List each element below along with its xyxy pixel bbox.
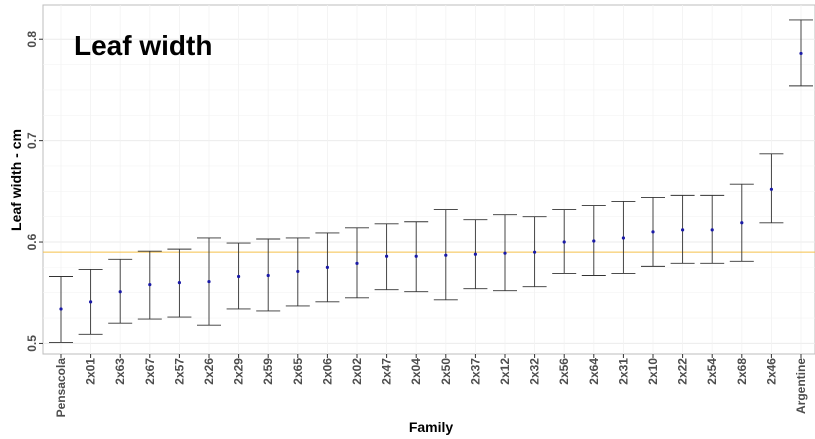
x-tick-label: 2x46	[764, 358, 778, 385]
mean-point-2x54	[710, 228, 714, 232]
y-tick-label: 0.6	[25, 233, 39, 250]
x-tick-label: 2x12	[498, 358, 512, 385]
chart-title: Leaf width	[74, 30, 212, 61]
x-tick-label: 2x67	[143, 358, 157, 385]
y-axis-ticks: 0.5 0.6 0.7 0.8	[25, 31, 43, 352]
mean-point-2x65	[296, 269, 300, 274]
x-tick-label: 2x59	[261, 358, 275, 385]
x-tick-label: 2x29	[232, 358, 246, 385]
x-tick-label: 2x63	[113, 358, 127, 385]
mean-point-2x46	[769, 187, 774, 191]
x-tick-label: 2x10	[646, 358, 660, 385]
y-tick-label: 0.7	[25, 132, 39, 149]
x-tick-label: 2x06	[320, 358, 334, 385]
x-tick-label: 2x26	[202, 358, 216, 385]
x-tick-label: Pensacola	[54, 358, 68, 418]
mean-point-2x64	[592, 239, 596, 243]
x-tick-label: 2x47	[380, 358, 394, 385]
x-tick-label: 2x57	[172, 358, 186, 385]
x-tick-label: 2x04	[409, 358, 423, 385]
x-axis-title: Family	[409, 419, 454, 435]
mean-point-2x57	[177, 280, 181, 285]
error-bars	[49, 19, 813, 343]
mean-point-2x59	[266, 273, 270, 278]
mean-point-2x10	[651, 230, 655, 234]
x-tick-label: 2x37	[468, 358, 482, 385]
mean-point-2x04	[414, 254, 418, 258]
x-tick-label: 2x01	[84, 358, 98, 385]
mean-point-2x02	[355, 261, 359, 265]
x-axis-ticks: Pensacola 2x01 2x63 2x67 2x57 2x26 2x29 2x59 2x6…	[54, 354, 808, 417]
x-tick-label: 2x65	[291, 358, 305, 385]
panel-background	[42, 4, 815, 355]
mean-point-2x22	[681, 228, 685, 232]
x-tick-label: 2x31	[616, 358, 630, 385]
y-tick-label: 0.5	[25, 335, 39, 352]
mean-point-2x29	[237, 274, 241, 279]
mean-point-2x47	[385, 254, 389, 258]
x-tick-label: 2x54	[705, 358, 719, 385]
mean-point-2x32	[533, 250, 537, 254]
mean-point-Argentine	[799, 51, 803, 56]
x-tick-label: 2x50	[439, 358, 453, 385]
mean-point-2x26	[207, 279, 211, 284]
x-tick-label: 2x68	[735, 358, 749, 385]
mean-point-2x67	[148, 283, 152, 287]
mean-point-2x56	[562, 240, 566, 244]
mean-point-2x50	[444, 253, 448, 257]
mean-point-2x63	[118, 290, 122, 294]
mean-point-2x68	[740, 221, 744, 225]
x-tick-label: 2x64	[587, 358, 601, 385]
y-tick-label: 0.8	[25, 31, 39, 48]
x-tick-label: 2x02	[350, 358, 364, 385]
mean-point-2x31	[621, 236, 626, 240]
y-axis-title: Leaf width - cm	[8, 129, 24, 231]
mean-point-2x06	[325, 265, 329, 269]
mean-point-2x37	[473, 252, 477, 256]
x-tick-label: Argentine	[794, 358, 808, 414]
x-tick-label: 2x56	[557, 358, 571, 385]
mean-point-2x01	[89, 300, 93, 304]
x-tick-label: 2x32	[528, 358, 542, 385]
x-tick-label: 2x22	[676, 358, 690, 385]
mean-point-2x12	[503, 251, 507, 255]
mean-point-Pensacola	[59, 307, 63, 311]
